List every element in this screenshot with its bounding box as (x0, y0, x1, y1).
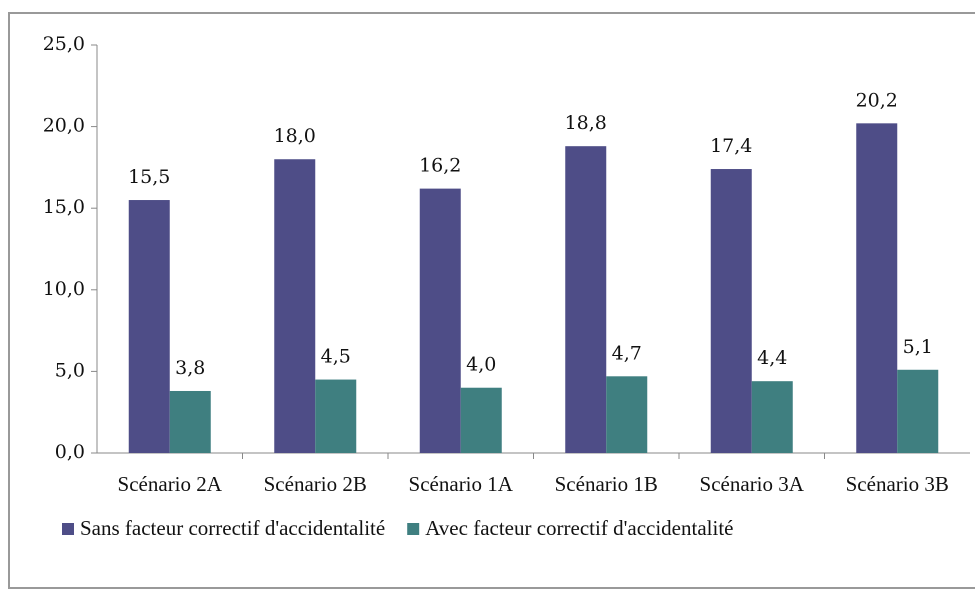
bar (565, 146, 607, 453)
data-label: 4,7 (612, 342, 642, 364)
data-label: 18,8 (565, 112, 607, 134)
y-tick-label: 0,0 (55, 441, 85, 463)
data-label: 15,5 (128, 166, 170, 188)
x-tick-label: Scénario 3A (700, 472, 805, 496)
bar (419, 188, 461, 453)
bar (315, 379, 357, 453)
legend-swatch (62, 523, 74, 535)
bar (897, 369, 939, 453)
y-tick-label: 10,0 (43, 278, 85, 300)
y-tick-label: 5,0 (55, 359, 85, 381)
y-tick-label: 20,0 (43, 115, 85, 137)
bar (751, 381, 793, 453)
data-label: 20,2 (856, 89, 898, 111)
bar (169, 390, 211, 453)
bar (460, 387, 502, 453)
data-label: 3,8 (175, 357, 205, 379)
data-label: 18,0 (274, 125, 316, 147)
data-label: 5,1 (903, 336, 933, 358)
bar (606, 376, 648, 453)
data-label: 4,0 (466, 354, 496, 376)
bar (710, 169, 752, 454)
x-tick-label: Scénario 2A (118, 472, 223, 496)
legend-swatch (407, 523, 420, 535)
x-tick-label: Scénario 2B (264, 472, 367, 496)
x-tick-label: Scénario 1A (409, 472, 514, 496)
bar (274, 159, 316, 454)
x-tick-label: Scénario 3B (846, 472, 949, 496)
bar (856, 123, 898, 453)
data-label: 16,2 (419, 155, 461, 177)
data-label: 17,4 (710, 135, 752, 157)
data-label: 4,4 (757, 347, 787, 369)
bar (128, 200, 170, 453)
y-tick-label: 15,0 (43, 196, 85, 218)
data-label: 4,5 (321, 346, 351, 368)
legend-label: Sans facteur correctif d'accidentalité (80, 516, 385, 540)
x-tick-label: Scénario 1B (555, 472, 658, 496)
chart-frame (8, 12, 975, 589)
y-tick-label: 25,0 (43, 33, 85, 55)
legend-label: Avec facteur correctif d'accidentalité (425, 516, 733, 540)
